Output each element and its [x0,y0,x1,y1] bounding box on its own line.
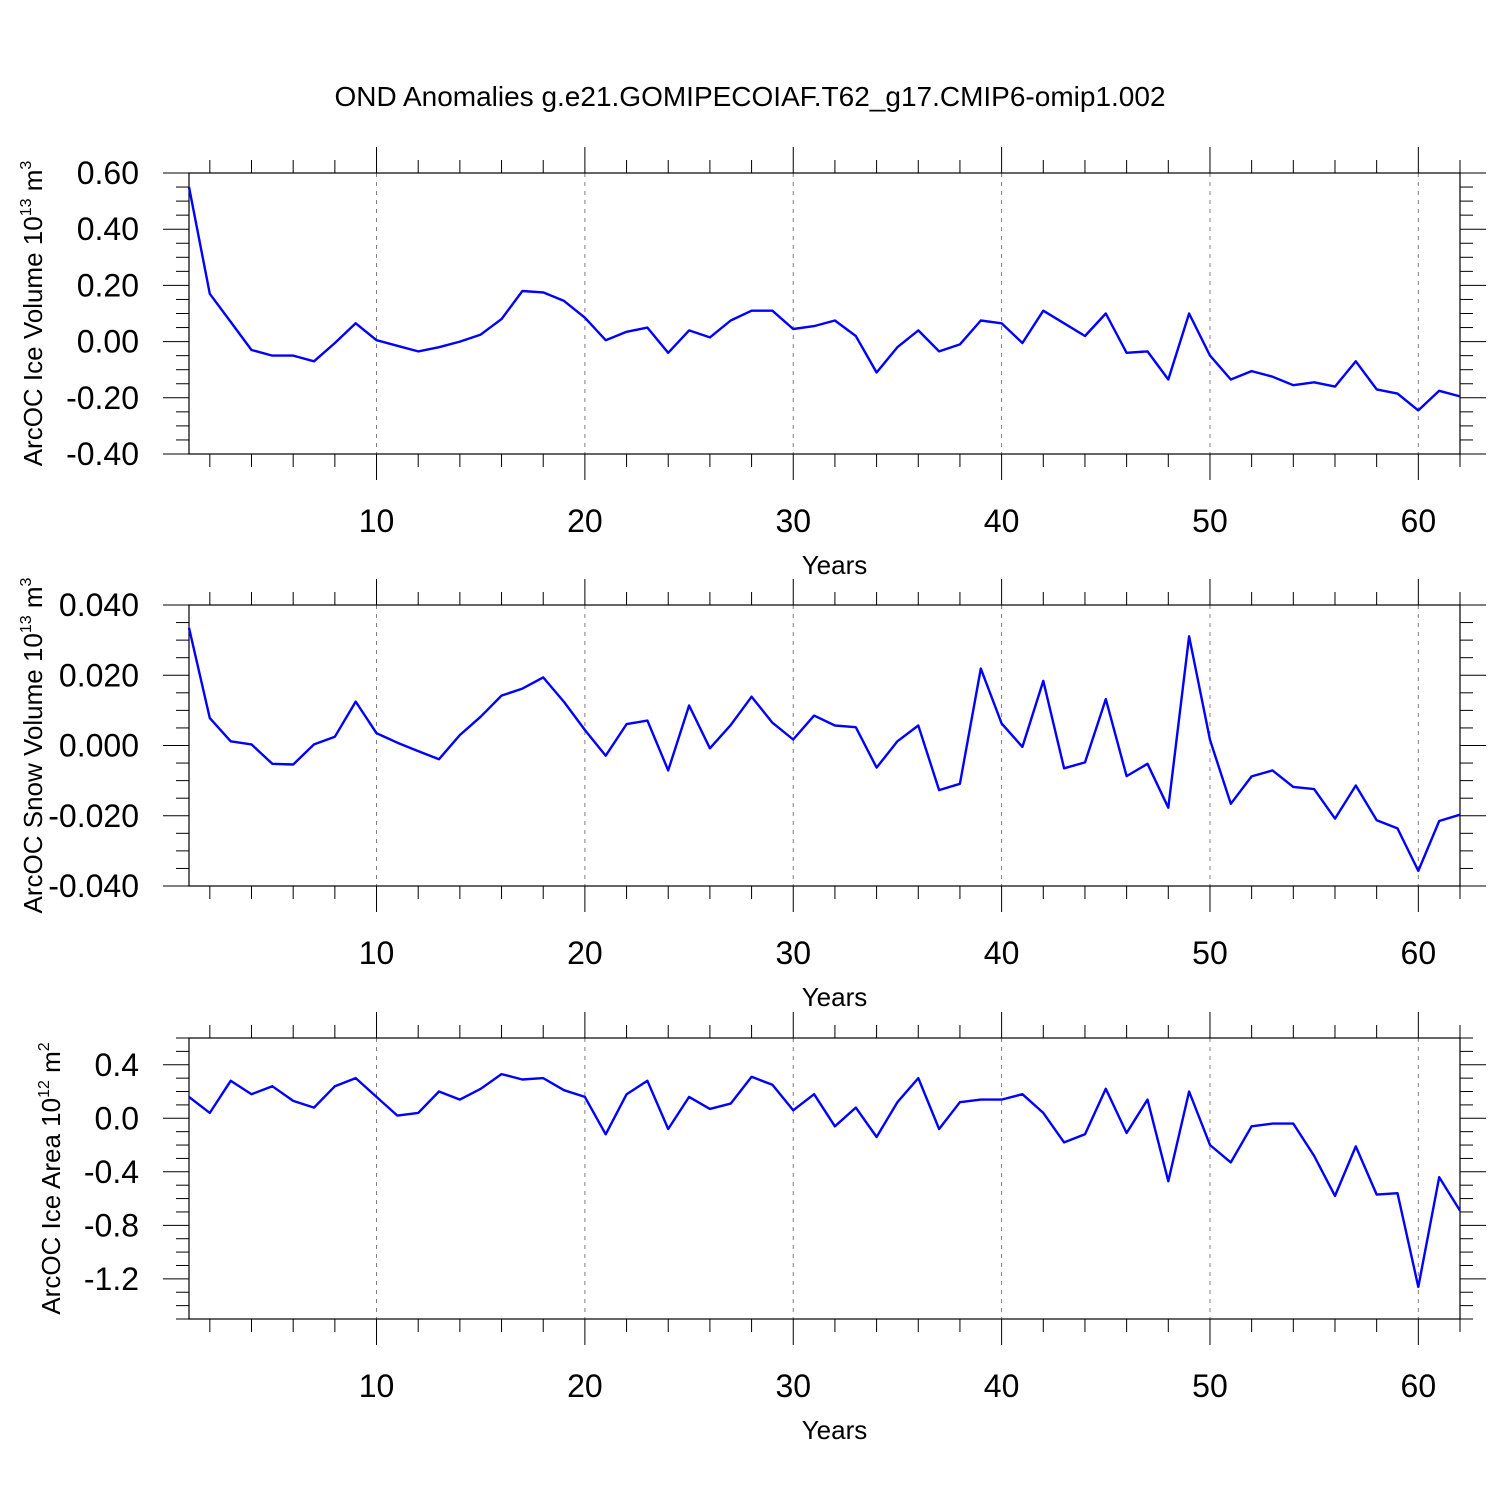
ice-volume-ytick-label: 0.40 [77,211,139,247]
ice-volume-xtick-label: 40 [984,503,1020,539]
ice-volume-xtick-label: 10 [359,503,395,539]
snow-volume-ytick-label: 0.040 [59,587,139,623]
ice-volume-ytick-label: -0.40 [66,436,139,472]
ice-area-xtick-label: 60 [1401,1368,1437,1404]
ice-volume-panel: 10 20 30 40 50 60 -0.40 -0.20 0.00 0.20 0.40 0.60 Ye… [18,147,1486,580]
ice-area-ytick-label: 0.0 [95,1100,139,1136]
snow-volume-xtick-label: 20 [567,935,603,971]
ice-volume-ytick-label: 0.60 [77,155,139,191]
snow-volume-xtick-label: 50 [1192,935,1228,971]
ice-area-ytick-label: -0.4 [84,1154,139,1190]
snow-volume-x-axis-label: Years [802,982,868,1012]
ice-volume-ytick-label: 0.00 [77,324,139,360]
snow-volume-xtick-label: 60 [1401,935,1437,971]
ice-area-xtick-label: 30 [775,1368,811,1404]
snow-volume-series-line [187,627,1461,873]
snow-volume-xtick-label: 30 [775,935,811,971]
ice-area-x-axis-label: Years [802,1415,868,1445]
ice-area-y-axis-label: ArcOC Ice Area 1012 m2 [36,1042,66,1314]
ice-volume-y-axis-label: ArcOC Ice Volume 1013 m3 [18,161,48,467]
ice-volume-ytick-label: 0.20 [77,267,139,303]
snow-volume-panel: 10 20 30 40 50 60 -0.040 -0.020 0.000 0.020 0.040 Y… [18,577,1486,1012]
ice-volume-series-line [187,186,1461,412]
ice-area-xtick-label: 20 [567,1368,603,1404]
ice-area-series-line [188,1072,1462,1289]
ice-area-ytick-label: -1.2 [84,1261,139,1297]
ice-volume-x-axis-label: Years [802,550,868,580]
ice-area-xtick-label: 50 [1192,1368,1228,1404]
ice-area-ytick-label: -0.8 [84,1207,139,1243]
ice-area-plot-frame [188,1037,1461,1320]
ice-volume-xtick-label: 60 [1401,503,1437,539]
snow-volume-xtick-label: 10 [359,935,395,971]
ice-area-xtick-label: 10 [359,1368,395,1404]
snow-volume-ytick-label: 0.020 [59,657,139,693]
ice-volume-xtick-label: 30 [775,503,811,539]
snow-volume-plot-frame [188,604,1461,887]
ice-area-panel: 10 20 30 40 50 60 -1.2 -0.8 -0.4 0.0 0.4 Years ArcOC… [36,1012,1486,1445]
snow-volume-ytick-label: -0.040 [48,868,139,904]
snow-volume-xtick-label: 40 [984,935,1020,971]
snow-volume-ytick-label: -0.020 [48,798,139,834]
figure-title: OND Anomalies g.e21.GOMIPECOIAF.T62_g17.… [334,81,1165,112]
ice-volume-xtick-label: 20 [567,503,603,539]
ice-volume-xtick-label: 50 [1192,503,1228,539]
snow-volume-ytick-label: 0.000 [59,728,139,764]
ice-area-xtick-label: 40 [984,1368,1020,1404]
ice-volume-plot-frame [188,172,1461,455]
snow-volume-y-axis-label: ArcOC Snow Volume 1013 m3 [18,577,48,913]
ice-area-ytick-label: 0.4 [95,1047,139,1083]
ice-volume-ytick-label: -0.20 [66,380,139,416]
